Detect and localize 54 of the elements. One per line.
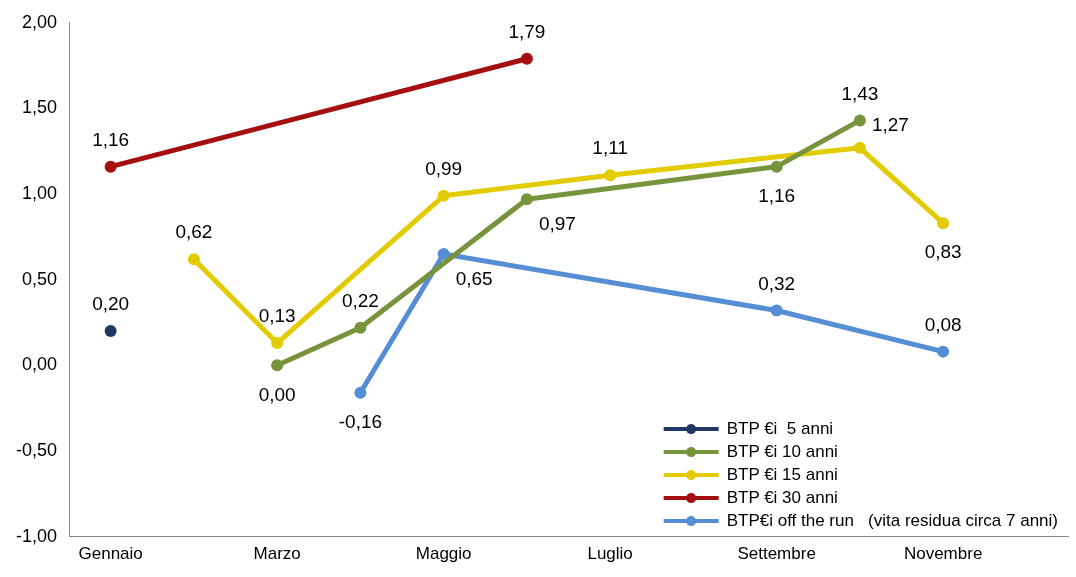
legend-label: BTP€i off the run (vita residua circa 7 anni) (726, 510, 1058, 530)
y-tick-label: 2,00 (21, 11, 58, 32)
point (271, 337, 284, 350)
point (770, 160, 783, 173)
point (520, 52, 533, 65)
y-tick-label: 1,00 (21, 183, 58, 204)
data-label: 1,43 (841, 82, 879, 104)
point (604, 169, 617, 182)
point (354, 321, 367, 334)
point (937, 345, 950, 358)
data-label: 0,32 (758, 272, 796, 294)
data-label: 0,62 (175, 221, 213, 243)
data-label: 0,99 (425, 158, 463, 180)
point (354, 386, 367, 399)
data-label: 1,79 (508, 21, 546, 42)
data-label: 1,27 (871, 114, 909, 136)
x-tick-label: Luglio (587, 544, 633, 564)
legend-label: BTP €i 30 anni (726, 487, 838, 507)
data-label: -0,16 (338, 410, 383, 432)
x-tick-label: Settembre (737, 544, 816, 564)
y-tick-label: -1,00 (16, 525, 58, 546)
point (770, 304, 783, 317)
data-label: 1,11 (592, 137, 628, 159)
point (187, 253, 200, 266)
legend-label: BTP €i 10 anni (726, 441, 838, 461)
point (104, 160, 117, 173)
x-tick-label: Maggio (415, 544, 472, 564)
data-label: 0,65 (455, 268, 493, 290)
data-label: 0,08 (924, 313, 962, 335)
point (853, 141, 866, 154)
x-tick-label: Marzo (253, 544, 301, 564)
y-tick-label: 0,50 (21, 268, 58, 289)
point (937, 217, 950, 230)
y-tick-label: 0,00 (21, 354, 58, 375)
data-label: 0,13 (258, 305, 296, 327)
y-tick-label: 1,50 (21, 97, 58, 118)
x-tick-label: Gennaio (78, 544, 143, 564)
data-label: 1,16 (758, 184, 796, 206)
data-label: 0,22 (341, 289, 379, 311)
data-label: 0,97 (538, 213, 576, 235)
point (104, 325, 117, 338)
data-label: 0,83 (924, 241, 962, 263)
data-label: 1,16 (92, 128, 130, 150)
y-tick-label: -0,50 (16, 439, 58, 460)
x-tick-label: Novembre (903, 544, 983, 564)
point (437, 189, 450, 202)
data-label: 0,00 (258, 383, 296, 405)
point (271, 359, 284, 372)
legend-label: BTP €i 15 anni (726, 464, 838, 484)
point (437, 248, 450, 261)
legend-label: BTP €i 5 anni (726, 418, 834, 438)
point (520, 193, 533, 206)
point (853, 114, 866, 127)
data-label: 0,20 (92, 293, 130, 315)
